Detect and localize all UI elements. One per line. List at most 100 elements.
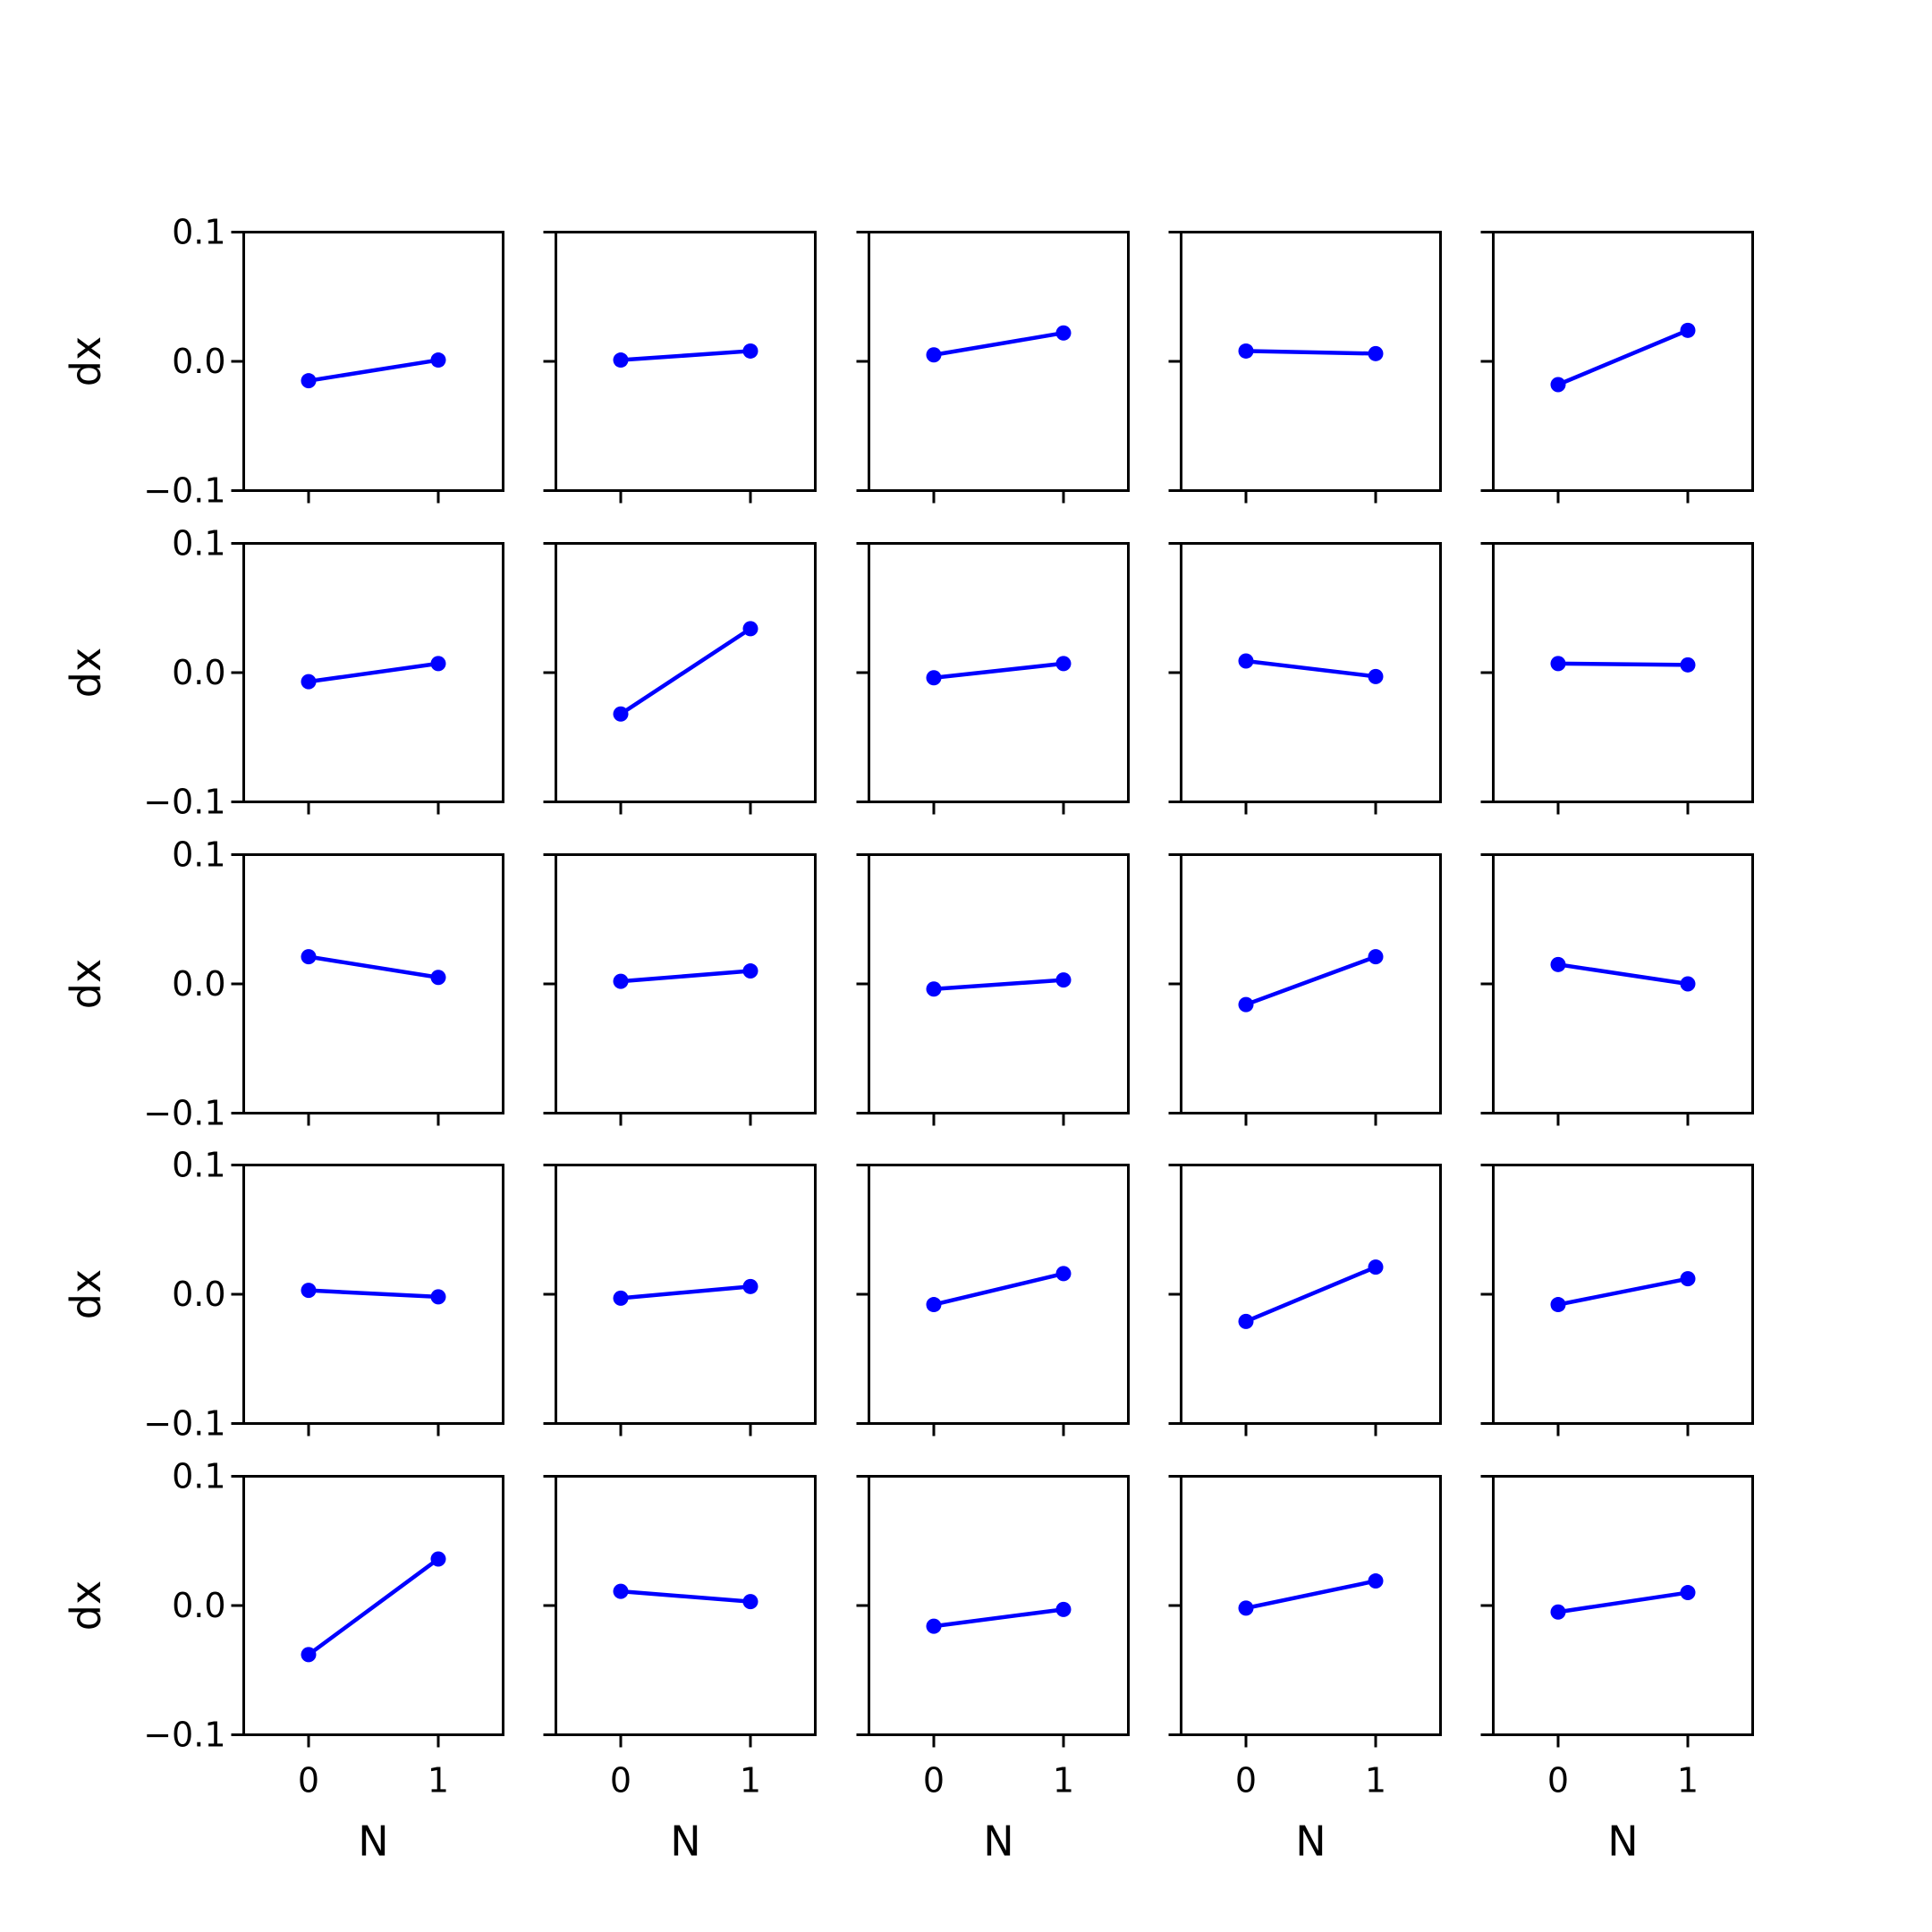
- series-line: [308, 661, 439, 684]
- series-line: [1557, 661, 1689, 667]
- subplot-r1-c0: 0.1 0.0 −0.1 dx: [62, 524, 504, 822]
- x-tick-label: 1: [428, 1761, 449, 1801]
- subplot-r3-c0: 0.1 0.0 −0.1 dx: [62, 1146, 504, 1444]
- data-point: [1055, 325, 1072, 341]
- data-point: [1055, 1266, 1072, 1282]
- subplot-r3-c4: [1480, 1164, 1754, 1436]
- series-line: [1245, 658, 1377, 679]
- series-line: [620, 349, 751, 362]
- data-point: [1680, 322, 1696, 338]
- data-point: [1238, 1600, 1254, 1616]
- x-tick-label: 0: [1547, 1761, 1569, 1801]
- y-tick-label: −0.1: [143, 1716, 225, 1755]
- subplot-r2-c0: 0.1 0.0 −0.1 dx: [62, 835, 504, 1133]
- y-tick-label: −0.1: [143, 783, 225, 822]
- data-point: [1550, 1297, 1566, 1313]
- x-tick-label: 0: [1235, 1761, 1257, 1801]
- series-line: [308, 1288, 439, 1300]
- data-point: [1680, 976, 1696, 992]
- data-point: [1055, 656, 1072, 672]
- data-point: [1368, 1259, 1384, 1275]
- data-point: [1680, 657, 1696, 673]
- subplot-r1-c2: [856, 542, 1130, 815]
- data-point: [301, 949, 317, 965]
- series-line: [619, 626, 752, 716]
- data-point: [1238, 1313, 1254, 1329]
- series-line: [1245, 1579, 1377, 1611]
- data-point: [742, 1594, 758, 1610]
- data-point: [1368, 949, 1384, 965]
- series-line: [620, 1589, 751, 1604]
- y-tick-label: 0.1: [172, 1146, 225, 1185]
- series-line: [1557, 962, 1689, 987]
- data-point: [613, 352, 629, 369]
- series-line: [933, 1607, 1064, 1629]
- subplot-r4-c3: 0 1N: [1168, 1475, 1442, 1866]
- data-point: [301, 674, 317, 690]
- series-line: [1557, 328, 1689, 387]
- series-line: [307, 1557, 440, 1657]
- data-point: [742, 621, 758, 637]
- data-point: [742, 1278, 758, 1294]
- data-point: [301, 1647, 317, 1663]
- data-point: [1550, 1604, 1566, 1620]
- x-axis-label: N: [358, 1818, 388, 1866]
- data-point: [1238, 343, 1254, 359]
- y-tick-label: −0.1: [143, 1404, 225, 1444]
- data-point: [926, 670, 942, 686]
- data-point: [430, 352, 446, 369]
- y-tick-label: 0.0: [172, 1275, 225, 1314]
- data-point: [430, 970, 446, 986]
- series-line: [1245, 954, 1377, 1007]
- data-point: [926, 1297, 942, 1313]
- subplot-r3-c1: [543, 1164, 817, 1436]
- x-tick-label: 0: [298, 1761, 319, 1801]
- data-point: [430, 656, 446, 672]
- x-tick-label: 1: [1677, 1761, 1699, 1801]
- y-tick-label: 0.0: [172, 1586, 225, 1625]
- y-tick-label: 0.0: [172, 653, 225, 692]
- data-point: [926, 981, 942, 997]
- x-axis-label: N: [1295, 1818, 1326, 1866]
- data-point: [613, 973, 629, 989]
- x-tick-label: 0: [923, 1761, 945, 1801]
- series-line: [933, 1271, 1064, 1307]
- subplot-r4-c4: 0 1N: [1480, 1475, 1754, 1866]
- subplot-r1-c4: [1480, 542, 1754, 815]
- data-point: [1550, 956, 1566, 972]
- x-tick-label: 1: [1053, 1761, 1074, 1801]
- y-tick-label: −0.1: [143, 1094, 225, 1133]
- y-tick-label: −0.1: [143, 471, 225, 511]
- x-tick-label: 1: [1365, 1761, 1386, 1801]
- data-point: [613, 1583, 629, 1599]
- series-line: [620, 1284, 751, 1301]
- data-point: [301, 373, 317, 389]
- data-point: [742, 963, 758, 979]
- y-tick-label: 0.1: [172, 1457, 225, 1496]
- data-point: [1550, 377, 1566, 393]
- subplot-r4-c2: 0 1N: [856, 1475, 1130, 1866]
- data-point: [430, 1289, 446, 1305]
- data-point: [1055, 1601, 1072, 1617]
- subplot-r0-c3: [1168, 231, 1442, 504]
- data-point: [1238, 653, 1254, 669]
- x-axis-label: N: [983, 1818, 1013, 1866]
- series-line: [933, 661, 1064, 681]
- series-line: [308, 358, 439, 383]
- series-line: [1557, 1276, 1689, 1307]
- y-axis-label: dx: [62, 1580, 110, 1631]
- y-tick-label: 0.1: [172, 835, 225, 875]
- data-point: [1368, 1573, 1384, 1589]
- series-line: [1557, 1590, 1689, 1614]
- subplot-r0-c1: [543, 231, 817, 504]
- data-point: [1368, 668, 1384, 684]
- series-line: [1245, 1265, 1377, 1324]
- series-line: [308, 954, 439, 979]
- x-tick-label: 0: [610, 1761, 631, 1801]
- y-tick-label: 0.1: [172, 524, 225, 564]
- y-tick-label: 0.1: [172, 213, 225, 252]
- y-axis-label: dx: [62, 336, 110, 386]
- data-point: [926, 347, 942, 363]
